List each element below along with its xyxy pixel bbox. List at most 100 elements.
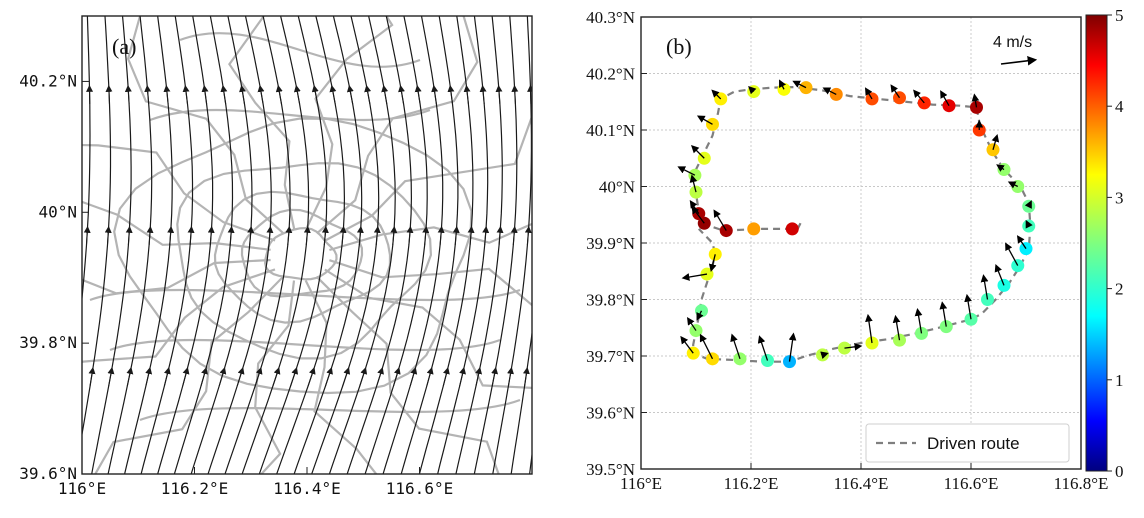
radial-road [329,222,532,252]
wind-arrow [980,274,989,300]
wind-arrow [748,85,757,95]
streamline-arrow [144,84,152,105]
legend-label: Driven route [927,434,1020,453]
streamline-arrow [105,84,113,105]
wind-arrow [864,87,873,100]
streamline-arrow [524,225,532,246]
scale-label: 4 m/s [993,34,1032,51]
streamline-arrow [381,84,389,105]
wind-arrow [699,333,714,360]
streamline-arrow [104,225,112,246]
wind-arrow [680,335,694,354]
radial-road [304,280,378,474]
streamline [529,450,532,474]
streamline-arrow [285,225,293,246]
streamline-arrow [426,366,434,387]
wind-arrow [939,301,948,327]
streamline-arrow [321,225,329,246]
streamline-arrow [167,225,175,246]
streamline-arrow [311,84,319,105]
colorbar-gradient [1085,14,1108,472]
streamline-arrow [522,366,530,387]
legend-box [865,423,1070,463]
streamline-arrow [126,366,134,387]
streamline-arrow [187,225,195,246]
wind-arrow [708,254,717,273]
wind-arrow [779,79,787,90]
streamline-arrow [266,225,274,246]
streamline-arrow [324,367,333,387]
wind-arrow [914,308,923,334]
x-tick-label: 116.4°E [834,474,889,493]
streamline-arrow [510,225,518,246]
streamline-arrow [482,225,490,246]
streamline-arrow [200,366,208,387]
streamline-arrow [218,366,227,387]
streamline-arrow [376,366,384,387]
wind-arrow [689,200,700,214]
y-tick-label: 40.1°N [586,121,635,140]
streamline-arrow [390,225,398,246]
y-tick-label: 40.2°N [19,71,77,90]
radial-road [82,258,271,295]
panel-b-axes: 116°E 116.2°E 116.4°E 116.6°E 116.8°E 39.5°N 3… [586,8,1108,493]
wind-arrow [677,166,696,176]
streamline-arrow [541,370,543,386]
streamline-arrow [303,225,311,246]
streamline-arrow [290,367,299,387]
streamline [400,16,459,474]
wind-arrow [1025,219,1033,229]
streamline [91,16,132,474]
streamline-arrow [146,225,154,246]
wind-arrow [1024,200,1032,209]
streamline-arrow [442,366,450,387]
streamline-arrow [329,84,337,105]
streamline-arrow [398,84,405,105]
wind-arrow [994,263,1005,286]
streamline-arrow [227,225,235,246]
streamline-arrow [541,229,542,245]
streamline-arrow [88,366,96,387]
streamline-arrow [239,84,246,105]
legend: Driven route [865,423,1070,463]
radial-road [126,16,285,235]
streamline-arrow [437,225,445,246]
colorbar: 0 1 2 3 4 5 [1085,6,1124,481]
wind-arrow [792,80,807,89]
streamline-arrow [145,366,153,387]
wind-arrow [964,293,972,320]
streamline-arrow [254,367,263,387]
streamline-arrow [359,367,368,387]
wind-arrow [940,90,950,107]
streamline-arrow [507,366,514,387]
streamline-arrow [247,225,255,246]
wind-arrow [681,273,708,281]
wind-arrow [971,93,980,108]
streamline-arrow [293,84,301,105]
wind-arrow [696,115,713,125]
wind-arrow [913,89,925,104]
ring-road [213,190,392,324]
streamline-arrow [496,225,504,246]
colorbar-ticks: 0 1 2 3 4 5 [1107,6,1124,481]
streamline-arrow [406,225,414,246]
panel-b-label: (b) [666,34,692,59]
radial-road [324,268,532,389]
streamline [107,16,153,474]
wind-arrow [788,332,797,362]
radial-road [228,16,296,230]
wind-arrow [689,174,698,193]
wind-arrow [686,317,697,331]
streamline-arrow [124,84,132,105]
y-tick-label: 40°N [599,178,635,197]
speed-point [706,117,719,131]
wind-arrow [890,84,901,99]
radial-road [94,275,284,474]
road [179,32,421,68]
streamline-arrow [201,84,209,105]
radial-road [82,268,276,363]
radial-road [82,200,271,251]
streamline-arrow [463,84,471,105]
streamline [364,16,428,474]
